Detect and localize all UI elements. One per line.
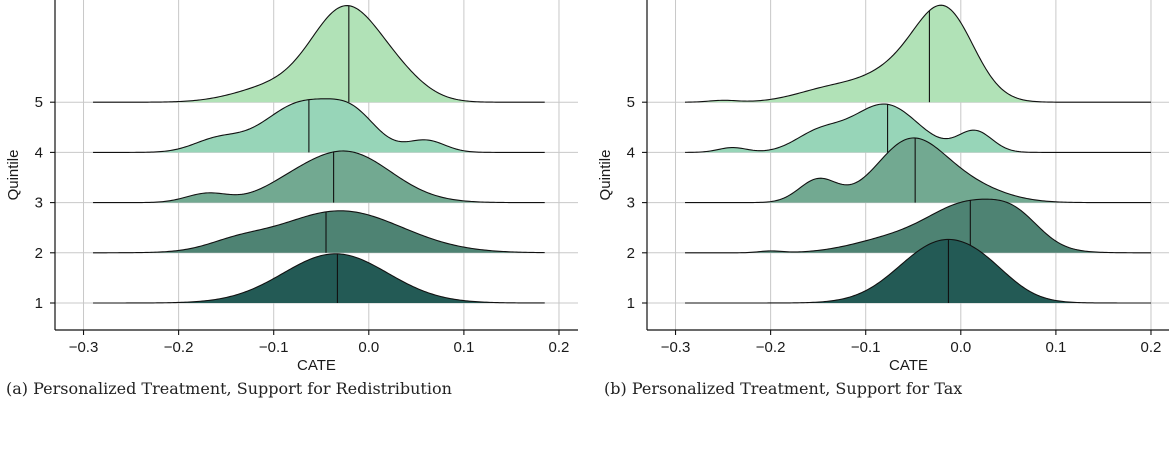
x-tick-label: −0.2 [164,339,194,356]
ridge-outline-quintile-3 [93,150,545,204]
ridge-outline-quintile-3 [685,137,1151,204]
ridge-outline-quintile-1 [685,238,1151,304]
ridge-fill-quintile-2 [685,199,1151,253]
ridge-fill-quintile-4 [93,98,545,153]
ridge-fill-quintile-3 [685,137,1151,203]
y-tick-label: 1 [35,295,43,312]
ridge-outline-quintile-5 [685,4,1151,103]
y-axis-title: Quintile [5,150,22,201]
ridge-outline-quintile-4 [685,103,1151,153]
figure: 1 2 3 4 5 −0.3 −0.2 −0.1 0.0 0.1 0.2 CATE Quintile 1… [5,0,1169,372]
x-tick-label: 0.2 [549,339,570,356]
ridge-outline-quintile-4 [93,98,545,153]
caption-b: (b) Personalized Treatment, Support for … [604,379,963,398]
x-tick-label: 0.2 [1141,339,1162,356]
x-tick-label: −0.2 [756,339,786,356]
x-tick-label: −0.3 [69,339,99,356]
x-axis-title: CATE [297,357,336,372]
y-tick-label: 5 [627,94,635,111]
ridge-fill-quintile-5 [93,5,545,103]
ridge-outline-quintile-2 [685,198,1151,254]
ridge-outline-quintile-2 [93,210,545,254]
ridge-outline-quintile-5 [93,5,545,103]
x-tick-label: −0.1 [851,339,881,356]
ridge-outline-quintile-1 [93,253,545,304]
caption-a: (a) Personalized Treatment, Support for … [6,379,452,398]
x-axis-title: CATE [889,357,928,372]
y-tick-label: 4 [627,144,635,161]
ridge-fill-quintile-3 [93,150,545,203]
panel-b: 1 2 3 4 5 −0.3 −0.2 −0.1 0.0 0.1 0.2 CATE Quintile [597,0,1169,372]
y-tick-label: 2 [627,245,635,262]
y-axis-title: Quintile [597,150,614,201]
x-tick-label: 0.1 [1045,339,1066,356]
x-tick-label: −0.3 [661,339,691,356]
ridge-fill-quintile-5 [685,5,1151,103]
ridge-fill-quintile-4 [685,104,1151,153]
panel-a: 1 2 3 4 5 −0.3 −0.2 −0.1 0.0 0.1 0.2 CATE Quintile [5,0,578,372]
y-tick-label: 3 [35,195,43,212]
y-tick-label: 3 [627,195,635,212]
y-tick-label: 5 [35,94,43,111]
y-tick-label: 1 [627,295,635,312]
ridge-fill-quintile-2 [93,210,545,253]
ridge-fill-quintile-1 [93,253,545,303]
y-tick-label: 2 [35,245,43,262]
x-tick-label: 0.0 [950,339,971,356]
x-tick-label: −0.1 [259,339,289,356]
y-tick-label: 4 [35,144,43,161]
ridge-fill-quintile-1 [685,239,1151,303]
x-tick-label: 0.1 [453,339,474,356]
x-tick-label: 0.0 [358,339,379,356]
